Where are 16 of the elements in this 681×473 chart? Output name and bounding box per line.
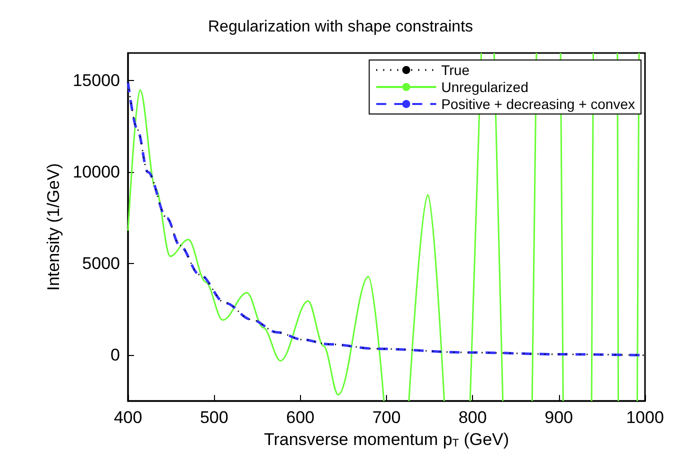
x-tick-label: 500 [200,408,228,427]
legend-label: True [441,62,470,78]
legend-label: Unregularized [441,79,528,95]
y-tick-label: 10000 [72,162,120,182]
x-tick-label: 700 [372,408,401,427]
y-axis-title: Intensity (1/GeV) [44,163,63,291]
x-tick-label: 400 [114,408,142,427]
y-tick-label: 15000 [72,70,120,90]
x-tick-label: 800 [458,408,487,427]
y-tick-label: 5000 [82,254,120,274]
x-tick-label: 600 [286,408,315,427]
legend-label: Positive + decreasing + convex [441,96,636,112]
chart-title: Regularization with shape constraints [208,18,474,36]
y-tick-label: 0 [110,346,120,365]
x-tick-label: 900 [544,408,574,427]
x-tick-label: 1000 [626,408,664,427]
